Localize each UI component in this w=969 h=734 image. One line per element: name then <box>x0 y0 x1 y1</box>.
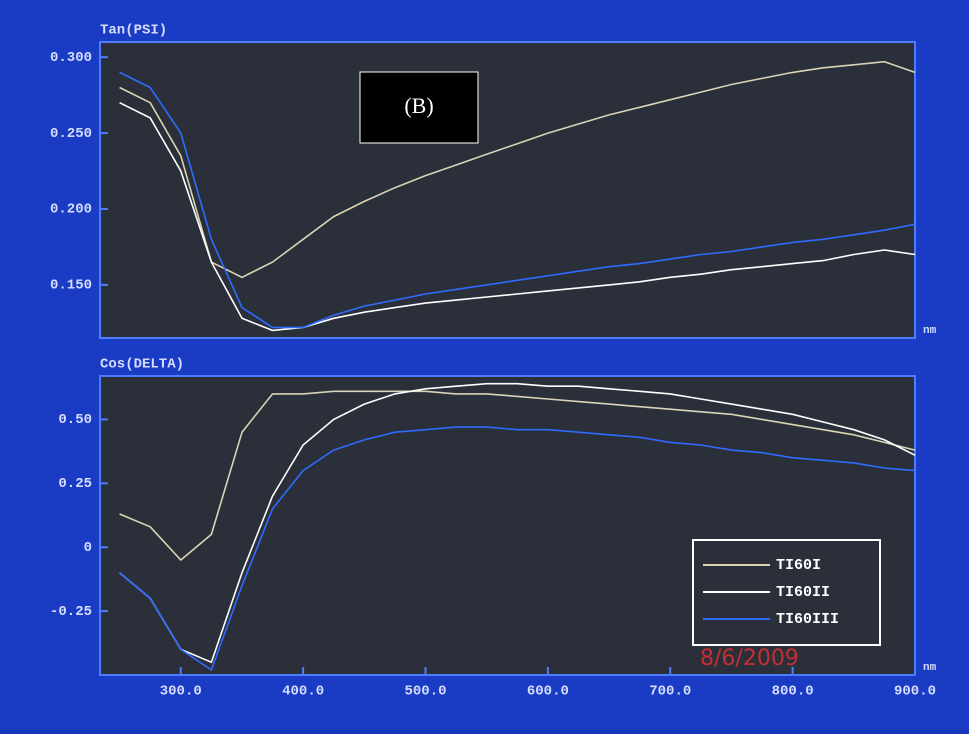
x-unit: nm <box>923 325 937 337</box>
series-line <box>119 60 916 279</box>
plot-area <box>99 375 916 676</box>
y-tick-label: 0.25 <box>58 476 92 492</box>
legend-label: TI60III <box>776 611 839 628</box>
plot-area <box>99 41 916 339</box>
x-tick-label: 400.0 <box>282 684 324 700</box>
y-tick-label: 0.50 <box>58 412 92 428</box>
y-tick-label: 0.150 <box>50 278 92 294</box>
series-line <box>119 382 916 664</box>
y-tick-label: 0.250 <box>50 126 92 142</box>
x-unit: nm <box>923 662 937 674</box>
y-tick-label: -0.25 <box>50 604 92 620</box>
x-tick-label: 600.0 <box>527 684 569 700</box>
x-tick-label: 300.0 <box>160 684 202 700</box>
series-line <box>119 390 916 562</box>
y-tick-label: 0.200 <box>50 202 92 218</box>
series-line <box>119 101 916 332</box>
date-stamp: 8/6/2009 <box>700 646 799 671</box>
x-tick-label: 900.0 <box>894 684 936 700</box>
series-line <box>119 71 916 329</box>
axis-title: Cos(DELTA) <box>100 357 184 373</box>
x-tick-label: 800.0 <box>772 684 814 700</box>
x-tick-label: 500.0 <box>405 684 447 700</box>
y-tick-label: 0.300 <box>50 50 92 66</box>
y-tick-label: 0 <box>84 540 92 556</box>
series-line <box>119 426 916 672</box>
x-tick-label: 700.0 <box>649 684 691 700</box>
axis-title: Tan(PSI) <box>100 23 167 39</box>
legend-label: TI60I <box>776 557 821 574</box>
label-box <box>359 71 479 144</box>
panel-label: (B) <box>404 93 433 118</box>
legend-label: TI60II <box>776 584 830 601</box>
